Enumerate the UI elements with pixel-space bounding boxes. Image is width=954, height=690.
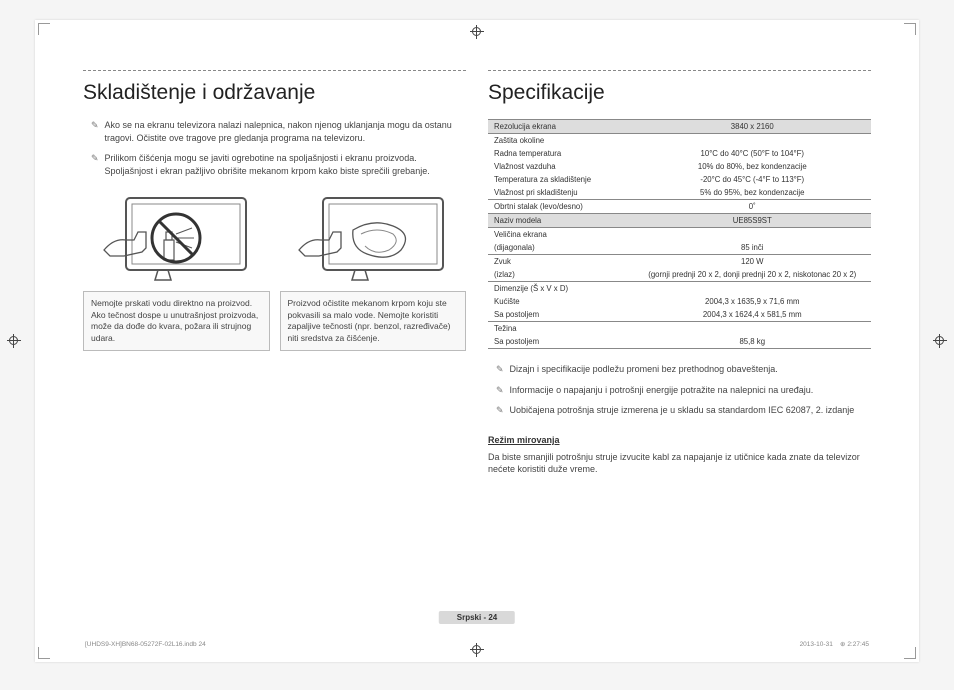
table-row: Radna temperatura10°C do 40°C (50°F to 1… <box>488 147 871 160</box>
registration-mark-icon <box>933 334 947 348</box>
no-spray-illustration <box>83 187 270 287</box>
spec-label: Vlažnost vazduha <box>488 160 634 173</box>
bullet-icon: ✎ <box>496 404 504 417</box>
bullet-text: Uobičajena potrošnja struje izmerena je … <box>510 404 855 417</box>
spec-value: -20°C do 45°C (-4°F to 113°F) <box>634 173 871 186</box>
table-row: Zvuk120 W <box>488 255 871 269</box>
warning-row: Nemojte prskati vodu direktno na proizvo… <box>83 187 466 351</box>
warning-cell: Proizvod očistite mekanom krpom koju ste… <box>280 187 467 351</box>
spec-label: Temperatura za skladištenje <box>488 173 634 186</box>
footer-time: 2:27:45 <box>847 641 869 648</box>
bullet-item: ✎Prilikom čišćenja mogu se javiti ogrebo… <box>83 152 466 177</box>
spec-value: UE85S9ST <box>634 214 871 228</box>
crop-mark <box>904 23 916 35</box>
table-row: Obrtni stalak (levo/desno)0˚ <box>488 200 871 214</box>
table-row: Temperatura za skladištenje-20°C do 45°C… <box>488 173 871 186</box>
warning-text: Proizvod očistite mekanom krpom koju ste… <box>280 291 467 351</box>
spec-value <box>634 349 871 354</box>
spec-label: Vlažnost pri skladištenju <box>488 186 634 200</box>
spec-table: Rezolucija ekrana3840 x 2160Zaštita okol… <box>488 119 871 353</box>
spec-label: Obrtni stalak (levo/desno) <box>488 200 634 214</box>
spec-value: 5% do 95%, bez kondenzacije <box>634 186 871 200</box>
spec-value <box>634 228 871 242</box>
footer-date: 2013-10-31 <box>800 641 833 648</box>
table-row: Sa postoljem2004,3 x 1624,4 x 581,5 mm <box>488 308 871 322</box>
registration-mark-icon <box>7 334 21 348</box>
content-columns: Skladištenje i održavanje ✎Ako se na ekr… <box>83 70 871 602</box>
bullet-icon: ✎ <box>91 152 99 177</box>
crop-mark <box>38 647 50 659</box>
spec-value <box>634 134 871 148</box>
table-row: Vlažnost vazduha10% do 80%, bez kondenza… <box>488 160 871 173</box>
spec-label: Kućište <box>488 295 634 308</box>
spec-value: 2004,3 x 1635,9 x 71,6 mm <box>634 295 871 308</box>
table-row: Veličina ekrana <box>488 228 871 242</box>
spec-value: 2004,3 x 1624,4 x 581,5 mm <box>634 308 871 322</box>
bullet-text: Ako se na ekranu televizora nalazi nalep… <box>105 119 466 144</box>
spec-value <box>634 322 871 336</box>
bullet-item: ✎ Dizajn i specifikacije podležu promeni … <box>488 363 871 376</box>
spec-value: (gornji prednji 20 x 2, donji prednji 20… <box>634 268 871 282</box>
left-column: Skladištenje i održavanje ✎Ako se na ekr… <box>83 70 466 602</box>
reg-inline-icon: ⊕ <box>840 641 845 648</box>
spec-value: 3840 x 2160 <box>634 120 871 134</box>
bullet-icon: ✎ <box>496 384 504 397</box>
table-row: Težina <box>488 322 871 336</box>
footer-meta-right: 2013-10-31 ⊕ 2:27:45 <box>800 640 869 648</box>
table-row: Kućište2004,3 x 1635,9 x 71,6 mm <box>488 295 871 308</box>
table-row: Zaštita okoline <box>488 134 871 148</box>
spec-label: Težina <box>488 322 634 336</box>
section-heading: Specifikacije <box>488 81 871 105</box>
bullet-item: ✎ Informacije o napajanju i potrošnji ene… <box>488 384 871 397</box>
spec-value: 85 inči <box>634 241 871 255</box>
spec-label: Naziv modela <box>488 214 634 228</box>
bullet-text: Informacije o napajanju i potrošnji ener… <box>510 384 814 397</box>
bullet-item: ✎Ako se na ekranu televizora nalazi nale… <box>83 119 466 144</box>
warning-cell: Nemojte prskati vodu direktno na proizvo… <box>83 187 270 351</box>
spec-value: 10% do 80%, bez kondenzacije <box>634 160 871 173</box>
bullet-text: Prilikom čišćenja mogu se javiti ogrebot… <box>105 152 466 177</box>
spec-label: Zaštita okoline <box>488 134 634 148</box>
crop-mark <box>904 647 916 659</box>
table-row: Dimenzije (Š x V x D) <box>488 282 871 296</box>
spec-label: (izlaz) <box>488 268 634 282</box>
table-row: (dijagonala)85 inči <box>488 241 871 255</box>
bullet-text: Dizajn i specifikacije podležu promeni b… <box>510 363 778 376</box>
spec-label: Dimenzije (Š x V x D) <box>488 282 634 296</box>
table-row: Vlažnost pri skladištenju5% do 95%, bez … <box>488 186 871 200</box>
bullet-icon: ✎ <box>91 119 99 144</box>
subheading: Režim mirovanja <box>488 435 871 445</box>
table-row: Rezolucija ekrana3840 x 2160 <box>488 120 871 134</box>
bullet-item: ✎ Uobičajena potrošnja struje izmerena je… <box>488 404 871 417</box>
spec-value: 0˚ <box>634 200 871 214</box>
spec-label: Zvuk <box>488 255 634 269</box>
section-heading: Skladištenje i održavanje <box>83 81 466 105</box>
registration-mark-icon <box>470 643 484 657</box>
spec-label: Radna temperatura <box>488 147 634 160</box>
table-row: (izlaz)(gornji prednji 20 x 2, donji pre… <box>488 268 871 282</box>
spec-label: Rezolucija ekrana <box>488 120 634 134</box>
spec-value: 10°C do 40°C (50°F to 104°F) <box>634 147 871 160</box>
table-row <box>488 349 871 354</box>
footer-meta-left: [UHDS9-XH]BN68-05272F-02L16.indb 24 <box>85 641 206 648</box>
warning-text: Nemojte prskati vodu direktno na proizvo… <box>83 291 270 351</box>
spec-label: Veličina ekrana <box>488 228 634 242</box>
registration-mark-icon <box>470 25 484 39</box>
spec-value <box>634 282 871 296</box>
table-row: Sa postoljem85,8 kg <box>488 335 871 349</box>
spec-value: 85,8 kg <box>634 335 871 349</box>
crop-mark <box>38 23 50 35</box>
spec-label: Sa postoljem <box>488 308 634 322</box>
page: Skladištenje i održavanje ✎Ako se na ekr… <box>35 20 919 662</box>
spec-value: 120 W <box>634 255 871 269</box>
page-number-badge: Srpski - 24 <box>439 611 515 624</box>
table-row: Naziv modelaUE85S9ST <box>488 214 871 228</box>
right-column: Specifikacije Rezolucija ekrana3840 x 21… <box>488 70 871 602</box>
spec-label: (dijagonala) <box>488 241 634 255</box>
cloth-clean-illustration <box>280 187 467 287</box>
paragraph: Da biste smanjili potrošnju struje izvuc… <box>488 451 871 476</box>
spec-label: Sa postoljem <box>488 335 634 349</box>
bullet-icon: ✎ <box>496 363 504 376</box>
spec-label <box>488 349 634 354</box>
